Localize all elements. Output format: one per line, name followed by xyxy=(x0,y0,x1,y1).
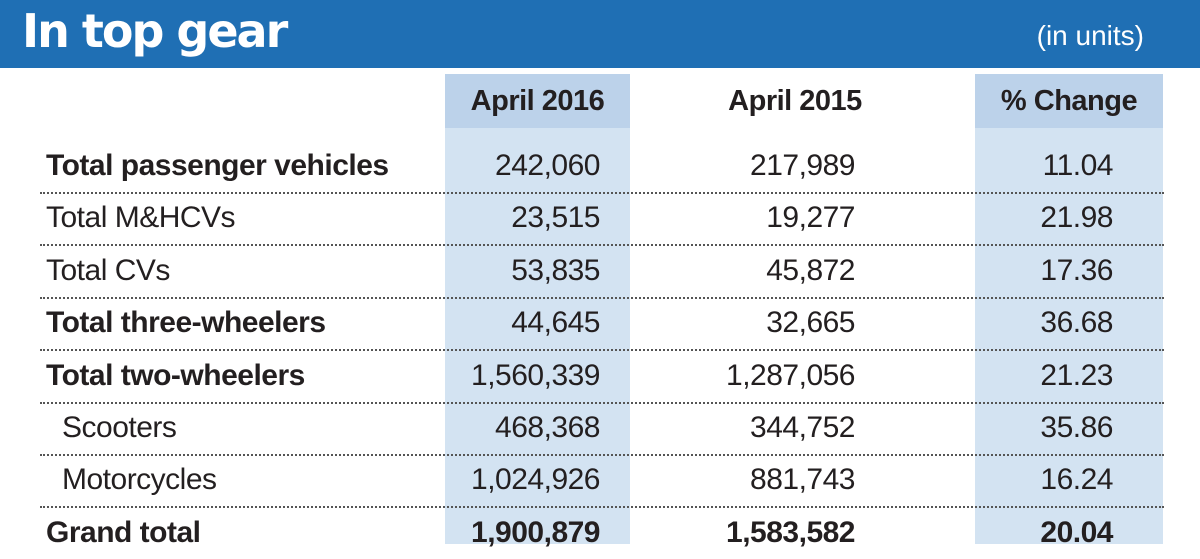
row-label: Grand total xyxy=(46,515,201,549)
value-percent-change: 35.86 xyxy=(1040,411,1113,444)
table-row: Total two-wheelers 1,560,339 1,287,056 21.2… xyxy=(40,350,1164,404)
column-header-percent-change: % Change xyxy=(1000,85,1138,117)
row-label: Total two-wheelers xyxy=(46,358,305,392)
row-label: Motorcycles xyxy=(62,463,217,497)
column-header-april-2015: April 2015 xyxy=(728,85,862,117)
value-april-2016: 44,645 xyxy=(511,306,600,340)
value-percent-change: 11.04 xyxy=(1042,149,1114,182)
value-april-2016: 1,024,926 xyxy=(471,463,600,497)
value-april-2015: 344,752 xyxy=(750,411,855,444)
row-label: Total CVs xyxy=(46,253,170,287)
column-header-bg-april-2015 xyxy=(630,74,975,128)
table-row: Motorcycles 1,024,926 881,743 16.24 xyxy=(40,454,1164,509)
column-band-percent-change xyxy=(975,74,1163,544)
value-april-2016: 1,560,339 xyxy=(471,358,600,392)
value-april-2015: 1,583,582 xyxy=(726,515,855,549)
value-april-2016: 53,835 xyxy=(511,253,600,287)
title-bar: In top gear (in units) xyxy=(0,0,1200,68)
value-percent-change: 36.68 xyxy=(1040,306,1113,340)
table-row: Scooters 468,368 344,752 35.86 xyxy=(40,402,1164,456)
column-header-april-2016: April 2016 xyxy=(470,85,605,117)
table-row: Grand total 1,900,879 1,583,582 20.04 xyxy=(40,507,1164,559)
value-percent-change: 20.04 xyxy=(1040,515,1113,549)
column-band-april-2016 xyxy=(445,74,630,544)
value-april-2016: 1,900,879 xyxy=(471,515,600,549)
value-april-2015: 217,989 xyxy=(750,149,855,182)
data-table: April 2016 April 2015 % Change Total pas… xyxy=(0,68,1200,549)
value-april-2015: 32,665 xyxy=(766,306,855,340)
table-row: Total passenger vehicles 242,060 217,989 11… xyxy=(40,140,1164,194)
row-label: Total passenger vehicles xyxy=(46,149,389,182)
units-note: (in units) xyxy=(1036,20,1144,51)
value-april-2016: 468,368 xyxy=(495,411,600,444)
chart-title: In top gear xyxy=(22,4,288,58)
value-percent-change: 17.36 xyxy=(1040,253,1113,287)
value-april-2015: 45,872 xyxy=(766,253,855,287)
value-percent-change: 21.23 xyxy=(1040,358,1113,392)
table-row: Total M&HCVs 23,515 19,277 21.98 xyxy=(40,192,1164,247)
row-label: Total M&HCVs xyxy=(46,201,236,235)
column-header-bg-april-2016 xyxy=(445,74,630,128)
value-april-2016: 242,060 xyxy=(495,149,600,182)
value-april-2015: 19,277 xyxy=(766,201,855,235)
value-percent-change: 16.24 xyxy=(1040,463,1113,497)
value-april-2015: 1,287,056 xyxy=(726,358,855,392)
table-row: Total CVs 53,835 45,872 17.36 xyxy=(40,245,1164,299)
row-label: Scooters xyxy=(62,411,177,444)
row-label: Total three-wheelers xyxy=(46,306,326,340)
value-april-2015: 881,743 xyxy=(750,463,855,497)
table-row: Total three-wheelers 44,645 32,665 36.68 xyxy=(40,297,1164,352)
value-percent-change: 21.98 xyxy=(1040,201,1113,235)
value-april-2016: 23,515 xyxy=(511,201,600,235)
column-header-bg-percent-change xyxy=(975,74,1163,128)
